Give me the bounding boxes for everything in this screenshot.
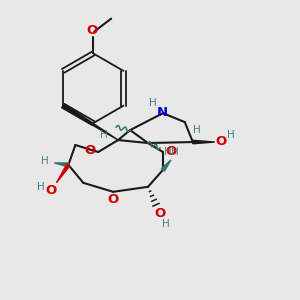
Text: H: H [193, 125, 201, 135]
Text: N: N [156, 106, 167, 119]
Text: O: O [165, 146, 176, 158]
Text: H: H [40, 156, 48, 166]
Polygon shape [161, 160, 171, 171]
Text: O: O [85, 145, 96, 158]
Text: O: O [87, 24, 98, 37]
Polygon shape [54, 163, 69, 167]
Text: O: O [46, 184, 57, 197]
Polygon shape [193, 140, 215, 144]
Text: H: H [171, 147, 179, 157]
Text: H: H [162, 219, 170, 229]
Text: O: O [154, 207, 166, 220]
Text: H: H [227, 130, 235, 140]
Text: H: H [37, 182, 44, 192]
Text: H: H [100, 130, 108, 140]
Text: H: H [164, 147, 172, 157]
Polygon shape [62, 104, 118, 140]
Polygon shape [56, 164, 70, 183]
Text: H: H [149, 98, 157, 108]
Text: O: O [107, 193, 119, 206]
Text: O: O [215, 134, 226, 148]
